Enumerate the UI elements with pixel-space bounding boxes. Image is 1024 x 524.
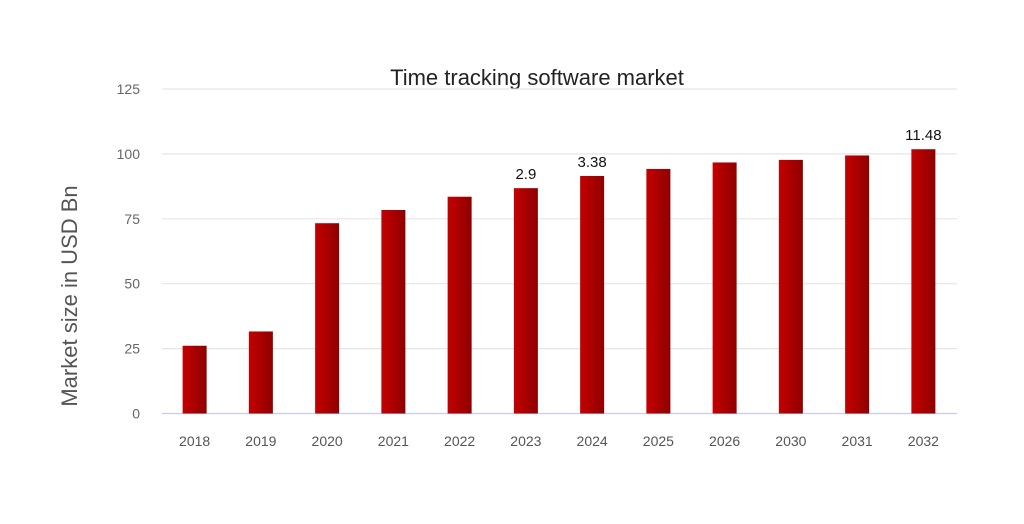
chart-title: Time tracking software market <box>390 65 684 90</box>
bar-2024 <box>580 175 605 414</box>
y-tick-label: 100 <box>117 146 141 162</box>
bar-2032 <box>911 149 936 414</box>
bar-2022 <box>447 196 472 414</box>
y-tick-label: 50 <box>124 276 140 292</box>
y-axis-label: Market size in USD Bn <box>57 185 82 406</box>
bar-2026 <box>712 162 737 414</box>
x-tick-label: 2022 <box>444 433 475 449</box>
data-label: 2.9 <box>515 166 536 183</box>
data-label: 11.48 <box>905 127 941 144</box>
x-tick-label: 2026 <box>709 433 740 449</box>
bar-2030 <box>778 159 803 414</box>
bar-2020 <box>315 223 340 414</box>
y-tick-label: 0 <box>132 406 140 422</box>
x-tick-label: 2019 <box>245 433 276 449</box>
bar-2018 <box>182 345 207 414</box>
bar-2023 <box>513 188 538 414</box>
x-tick-label: 2032 <box>908 433 939 449</box>
x-tick-label: 2025 <box>643 433 674 449</box>
x-tick-label: 2018 <box>179 433 210 449</box>
y-tick-label: 75 <box>124 211 140 227</box>
bar-2025 <box>646 168 671 414</box>
data-label: 3.38 <box>578 154 607 171</box>
x-tick-label: 2023 <box>510 433 541 449</box>
x-tick-label: 2020 <box>312 433 343 449</box>
x-tick-label: 2021 <box>378 433 409 449</box>
y-tick-label: 25 <box>124 341 140 357</box>
x-tick-label: 2030 <box>775 433 806 449</box>
bar-2031 <box>845 155 870 414</box>
y-tick-label: 125 <box>117 81 141 97</box>
bar-2019 <box>248 331 273 414</box>
bar-2021 <box>381 209 406 414</box>
x-tick-label: 2024 <box>577 433 608 449</box>
x-tick-label: 2031 <box>842 433 873 449</box>
